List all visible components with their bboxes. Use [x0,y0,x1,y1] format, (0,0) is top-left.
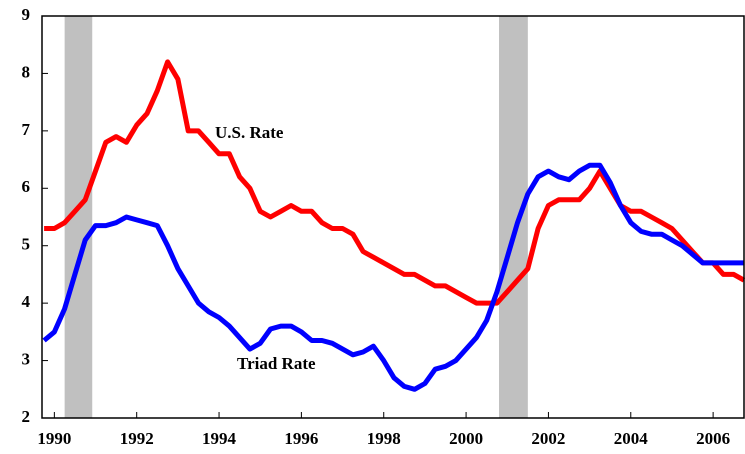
series-line [44,59,745,306]
x-tick-label: 2006 [696,429,730,448]
y-tick-label: 2 [22,407,31,426]
series-annotation: U.S. Rate [215,123,284,142]
y-tick-label: 5 [22,235,31,254]
x-tick-label: 2004 [614,429,649,448]
series-line [42,162,744,392]
y-tick-label: 7 [22,120,31,139]
y-tick-label: 8 [22,62,31,81]
x-tick-label: 1994 [202,429,237,448]
y-tick-label: 3 [22,349,31,368]
x-tick-label: 1996 [284,429,318,448]
x-tick-label: 2000 [449,429,483,448]
y-tick-label: 6 [22,177,31,196]
y-tick-label: 9 [22,5,31,24]
y-tick-label: 4 [22,292,31,311]
x-tick-label: 2002 [531,429,565,448]
series-annotation: Triad Rate [237,354,316,373]
recession-band [499,16,528,418]
x-tick-label: 1998 [367,429,401,448]
x-tick-label: 1992 [120,429,154,448]
x-tick-label: 1990 [37,429,71,448]
plot-frame [41,15,745,419]
